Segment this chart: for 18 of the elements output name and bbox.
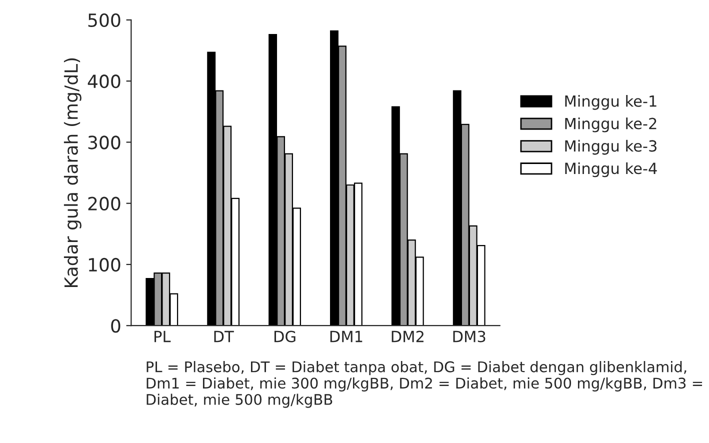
y-tick-label: 0 xyxy=(111,319,120,333)
y-tick-label: 500 xyxy=(88,13,120,28)
text: PL = Plasebo, DT = Diabet tanpa obat, DG = Diabet dengan glibenklamid, Dm1 = Diabet, mie 300 mg/kgBB, Dm2 = Diabet, mie 500 mg/kgBB, Dm3 = Diabet, mie 500 mg/kgBB xyxy=(146,361,702,408)
y-tick-label: 100 xyxy=(88,258,120,272)
y-tick-label: 300 xyxy=(88,136,120,150)
x-tick-label: DT xyxy=(214,330,234,342)
y-tick-label: 400 xyxy=(88,74,120,88)
x-tick-label: PL xyxy=(154,330,171,342)
x-tick-label: DG xyxy=(274,330,296,342)
legend-label: Minggu ke-1 xyxy=(565,95,656,110)
x-tick-label: DM2 xyxy=(392,330,424,342)
y-axis-title: Kadar gula darah (mg/dL) xyxy=(64,58,82,287)
y-tick-label: 200 xyxy=(88,196,120,210)
legend-label: Minggu ke-2 xyxy=(565,117,656,132)
legend-label: Minggu ke-4 xyxy=(565,162,657,178)
x-tick-label: DM1 xyxy=(330,330,362,342)
legend-label: Minggu ke-3 xyxy=(565,140,656,155)
x-tick-label: DM3 xyxy=(453,330,486,342)
